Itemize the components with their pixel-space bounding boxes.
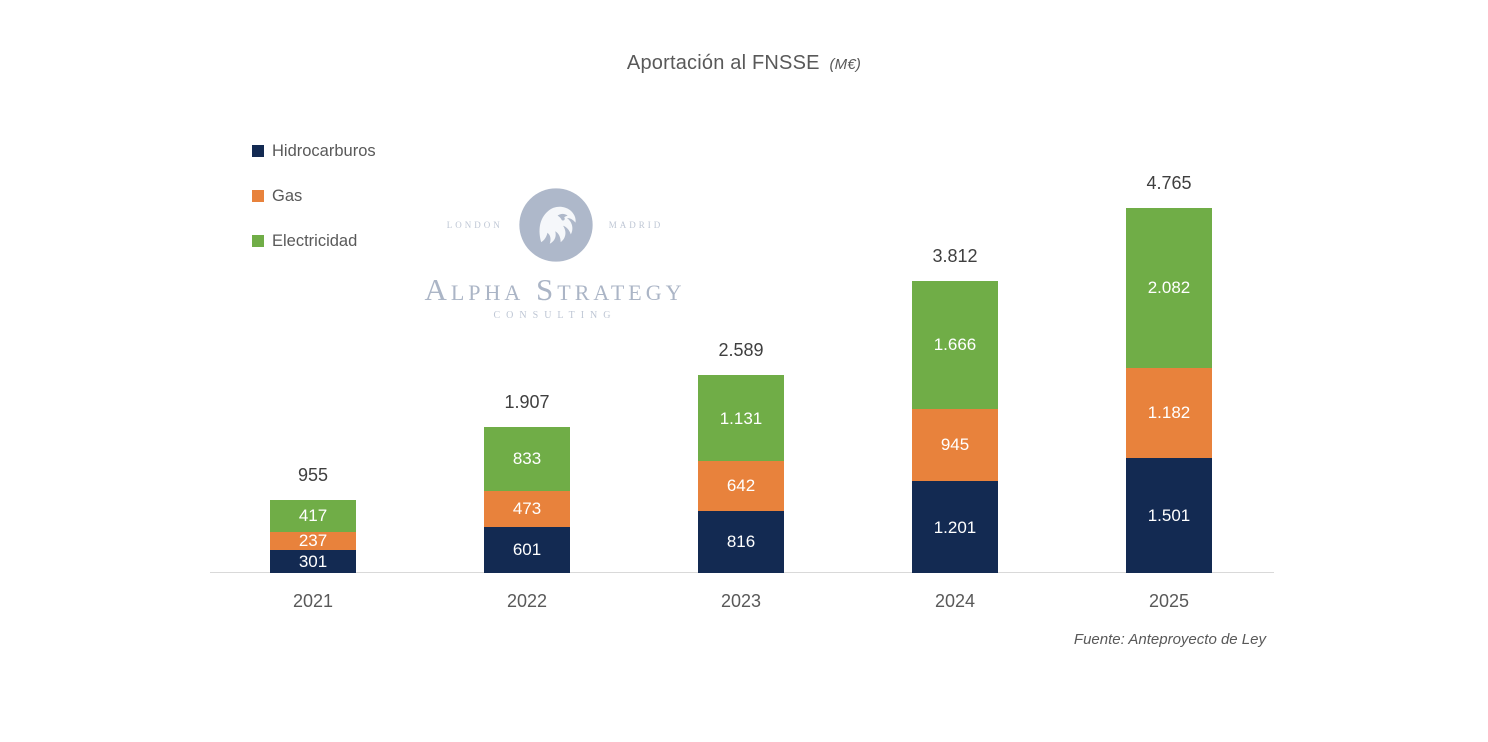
category-label-2023: 2023 [720, 591, 762, 611]
legend-label: Hidrocarburos [272, 141, 376, 160]
chart-title: Aportación al FNSSE (M€) [0, 52, 1488, 75]
legend: Hidrocarburos Gas Electricidad [252, 140, 376, 275]
segment-value-label: 473 [512, 499, 542, 519]
chart-title-text: Aportación al FNSSE [626, 52, 820, 74]
legend-label: Electricidad [272, 231, 358, 250]
bar-2023: 816 642 1.131 [698, 374, 784, 573]
legend-marker-icon [252, 190, 264, 202]
segment-value-label: 642 [726, 476, 756, 496]
segment-value-label: 816 [726, 532, 756, 552]
bar-segment-hidrocarburos-2023: 816 [698, 510, 784, 573]
segment-value-label: 237 [298, 531, 328, 551]
segment-value-label: 1.201 [933, 517, 977, 537]
logo-city-madrid: MADRID [608, 220, 664, 230]
bar-segment-hidrocarburos-2025: 1.501 [1126, 458, 1212, 573]
logo-city-london: LONDON [446, 220, 503, 230]
legend-item-electricidad: Electricidad [252, 230, 376, 252]
segment-value-label: 1.131 [719, 408, 763, 428]
total-label-2023: 2.589 [718, 339, 764, 360]
bar-2021: 301 237 417 [270, 499, 356, 573]
watermark-logo: LONDON MADRID Alpha Strategy CONSULTING [420, 186, 690, 321]
legend-label: Gas [272, 186, 303, 205]
category-label-2024: 2024 [934, 591, 976, 611]
total-label-2024: 3.812 [932, 246, 978, 266]
legend-marker-icon [252, 235, 264, 247]
segment-value-label: 301 [298, 551, 328, 571]
bar-segment-gas-2025: 1.182 [1126, 367, 1212, 459]
bar-segment-hidrocarburos-2022: 601 [484, 526, 570, 573]
bar-segment-electricidad-2024: 1.666 [912, 281, 998, 409]
category-label-2025: 2025 [1148, 591, 1190, 611]
segment-value-label: 601 [512, 540, 542, 560]
logo-name: Alpha Strategy [424, 272, 686, 307]
lion-emblem-icon [517, 186, 595, 264]
bar-segment-gas-2023: 642 [698, 461, 784, 511]
segment-value-label: 945 [940, 435, 970, 455]
segment-value-label: 2.082 [1147, 278, 1191, 298]
logo-emblem-row: LONDON MADRID [420, 186, 690, 264]
segment-value-label: 1.182 [1147, 403, 1191, 423]
chart-title-unit: (M€) [829, 56, 862, 73]
bar-segment-hidrocarburos-2021: 301 [270, 549, 356, 573]
bar-2022: 601 473 833 [484, 426, 570, 573]
legend-item-gas: Gas [252, 185, 376, 207]
total-label-2021: 955 [297, 464, 329, 485]
source-note: Fuente: Anteproyecto de Ley [1073, 631, 1266, 648]
segment-value-label: 1.666 [933, 335, 977, 355]
segment-value-label: 833 [512, 449, 542, 469]
bar-segment-gas-2021: 237 [270, 531, 356, 551]
category-label-2021: 2021 [292, 591, 334, 611]
legend-marker-icon [252, 145, 264, 157]
bar-2025: 1.501 1.182 2.082 [1126, 208, 1212, 573]
segment-value-label: 1.501 [1147, 506, 1191, 526]
bar-segment-hidrocarburos-2024: 1.201 [912, 481, 998, 573]
segment-value-label: 417 [298, 506, 328, 526]
bar-segment-electricidad-2025: 2.082 [1126, 208, 1212, 368]
legend-item-hidrocarburos: Hidrocarburos [252, 140, 376, 162]
bar-segment-electricidad-2022: 833 [484, 426, 570, 491]
bar-segment-electricidad-2023: 1.131 [698, 374, 784, 462]
category-label-2022: 2022 [506, 591, 548, 611]
bar-2024: 1.201 945 1.666 [912, 281, 998, 573]
logo-subtitle: CONSULTING [493, 310, 617, 321]
bar-segment-electricidad-2021: 417 [270, 499, 356, 532]
total-label-2025: 4.765 [1146, 173, 1192, 193]
bar-segment-gas-2024: 945 [912, 408, 998, 482]
bar-segment-gas-2022: 473 [484, 490, 570, 527]
total-label-2022: 1.907 [504, 391, 550, 412]
